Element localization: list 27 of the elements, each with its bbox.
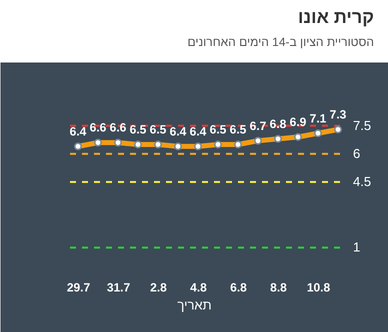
x-tick-label: 29.7 (66, 280, 90, 294)
ref-line-label: 7.5 (353, 118, 372, 133)
data-label: 6.9 (290, 115, 307, 129)
ref-line-label: 1 (353, 240, 360, 255)
x-tick-label: 8.8 (270, 280, 288, 294)
x-tick-label: 2.8 (150, 280, 168, 294)
chart-subtitle: הסטוריית הציון ב-14 הימים האחרונים (188, 35, 374, 49)
data-label: 6.6 (90, 120, 107, 135)
data-label: 6.5 (230, 122, 247, 136)
data-label: 6.4 (70, 124, 87, 138)
chart-title: קרית אונו (298, 7, 374, 27)
data-label: 6.5 (150, 122, 167, 136)
data-label: 6.4 (190, 124, 207, 138)
data-label: 6.6 (110, 120, 127, 135)
x-axis-title: תאריך (177, 298, 212, 312)
data-label: 7.1 (310, 111, 327, 126)
ref-line-label: 4.5 (353, 174, 372, 189)
x-tick-label: 31.7 (106, 280, 130, 294)
x-tick-label: 4.8 (190, 280, 208, 294)
x-tick-label: 10.8 (306, 280, 330, 294)
data-label: 6.8 (270, 116, 287, 131)
x-tick-label: 6.8 (230, 280, 248, 294)
data-label: 6.5 (130, 122, 147, 136)
data-label: 7.3 (330, 108, 347, 122)
data-label: 6.5 (210, 122, 227, 136)
ref-line-label: 6 (353, 146, 360, 161)
data-label: 6.4 (170, 124, 187, 138)
